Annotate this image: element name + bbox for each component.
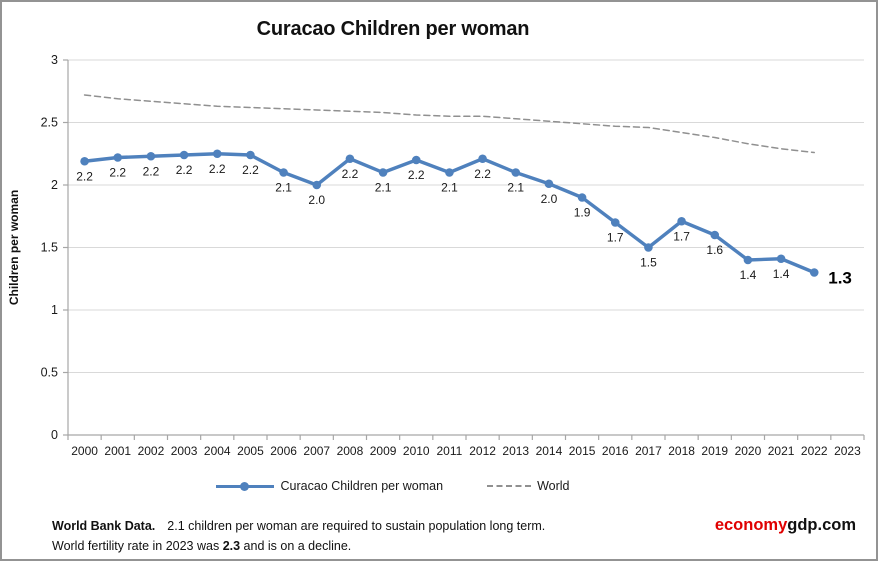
svg-text:2.1: 2.1: [275, 181, 292, 195]
legend: Curacao Children per woman World: [2, 476, 784, 496]
svg-text:2019: 2019: [701, 444, 728, 458]
svg-text:0.5: 0.5: [41, 366, 58, 380]
svg-text:1.5: 1.5: [41, 241, 58, 255]
y-axis-title: Children per woman: [7, 190, 21, 305]
curacao-line-swatch-icon: [216, 481, 275, 491]
brand-rest: gdp.com: [787, 516, 856, 534]
svg-text:2001: 2001: [104, 444, 131, 458]
svg-text:1.9: 1.9: [574, 206, 591, 220]
brand-highlight: economy: [714, 516, 788, 534]
svg-text:2.2: 2.2: [143, 164, 160, 178]
svg-text:2009: 2009: [370, 444, 397, 458]
svg-text:0: 0: [51, 428, 58, 442]
svg-text:2.1: 2.1: [375, 181, 392, 195]
footer-note: World Bank Data. 2.1 children per woman a…: [52, 516, 545, 556]
svg-text:1.7: 1.7: [607, 231, 624, 245]
svg-text:2018: 2018: [668, 444, 695, 458]
svg-text:3: 3: [51, 53, 58, 67]
svg-text:2014: 2014: [536, 444, 563, 458]
legend-label-world: World: [537, 479, 570, 493]
footer-line-2: World fertility rate in 2023 was 2.3 and…: [52, 536, 545, 556]
svg-text:1.5: 1.5: [640, 256, 657, 270]
axes: [63, 59, 865, 440]
footer-line2-value: 2.3: [222, 539, 241, 553]
svg-text:1: 1: [51, 303, 58, 317]
legend-item-curacao: Curacao Children per woman: [216, 479, 443, 493]
svg-text:2.2: 2.2: [474, 167, 491, 181]
svg-text:2: 2: [51, 178, 58, 192]
svg-text:2012: 2012: [469, 444, 496, 458]
footer-line1-text: 2.1 children per woman are required to s…: [167, 519, 546, 533]
footer-source: World Bank Data.: [52, 519, 156, 533]
svg-text:2.0: 2.0: [541, 192, 558, 206]
chart-title: Curacao Children per woman: [256, 18, 530, 40]
svg-text:1.3: 1.3: [828, 269, 852, 288]
data-labels: 2.2 2.2 2.2 2.2 2.2 2.2 2.1 2.0 2.2 2.1 2.2 2.1 2.2 2…: [76, 162, 852, 288]
svg-text:2.0: 2.0: [308, 193, 325, 207]
svg-text:2015: 2015: [569, 444, 596, 458]
world-dash-swatch-icon: [487, 485, 532, 487]
svg-text:2008: 2008: [337, 444, 364, 458]
svg-text:2.1: 2.1: [507, 181, 524, 195]
svg-text:2.1: 2.1: [441, 181, 458, 195]
x-axis-tick-labels: 2000 2001 2002 2003 2004 2005 2006 2007 2008 2009…: [71, 444, 861, 458]
svg-text:1.7: 1.7: [673, 229, 690, 243]
svg-text:2013: 2013: [502, 444, 529, 458]
svg-text:2.2: 2.2: [109, 166, 126, 180]
svg-text:2016: 2016: [602, 444, 629, 458]
svg-text:2011: 2011: [437, 444, 463, 458]
svg-text:1.6: 1.6: [706, 243, 723, 257]
brand-logo: economygdp.com: [715, 516, 856, 535]
svg-text:2.2: 2.2: [342, 167, 359, 181]
svg-text:2023: 2023: [834, 444, 861, 458]
svg-text:2000: 2000: [71, 444, 98, 458]
svg-text:2020: 2020: [735, 444, 762, 458]
svg-text:2.2: 2.2: [242, 163, 259, 177]
svg-text:2.2: 2.2: [76, 169, 93, 183]
svg-text:2007: 2007: [303, 444, 330, 458]
svg-text:2002: 2002: [138, 444, 165, 458]
svg-text:2022: 2022: [801, 444, 828, 458]
svg-text:Children per woman: Children per woman: [7, 190, 21, 305]
svg-text:2006: 2006: [270, 444, 297, 458]
svg-text:2.2: 2.2: [408, 168, 425, 182]
svg-text:2021: 2021: [768, 444, 795, 458]
world-series: [83, 94, 815, 154]
gridlines: [68, 59, 864, 373]
footer-line-1: World Bank Data. 2.1 children per woman a…: [52, 516, 545, 536]
svg-text:2010: 2010: [403, 444, 430, 458]
svg-text:2.5: 2.5: [41, 116, 58, 130]
svg-text:2004: 2004: [204, 444, 231, 458]
y-axis-tick-labels: 0 0.5 1 1.5 2 2.5 3: [41, 53, 58, 442]
svg-text:2.2: 2.2: [209, 162, 226, 176]
svg-text:1.4: 1.4: [740, 268, 757, 282]
svg-text:2005: 2005: [237, 444, 264, 458]
curacao-series: [80, 149, 819, 277]
legend-item-world: World: [487, 479, 570, 493]
svg-text:2003: 2003: [171, 444, 198, 458]
svg-text:2.2: 2.2: [176, 163, 193, 177]
footer-line2-suffix: and is on a decline.: [240, 539, 352, 553]
legend-label-curacao: Curacao Children per woman: [280, 479, 444, 493]
footer-line2-prefix: World fertility rate in 2023 was: [52, 539, 223, 553]
svg-text:1.4: 1.4: [773, 267, 790, 281]
svg-text:2017: 2017: [635, 444, 662, 458]
